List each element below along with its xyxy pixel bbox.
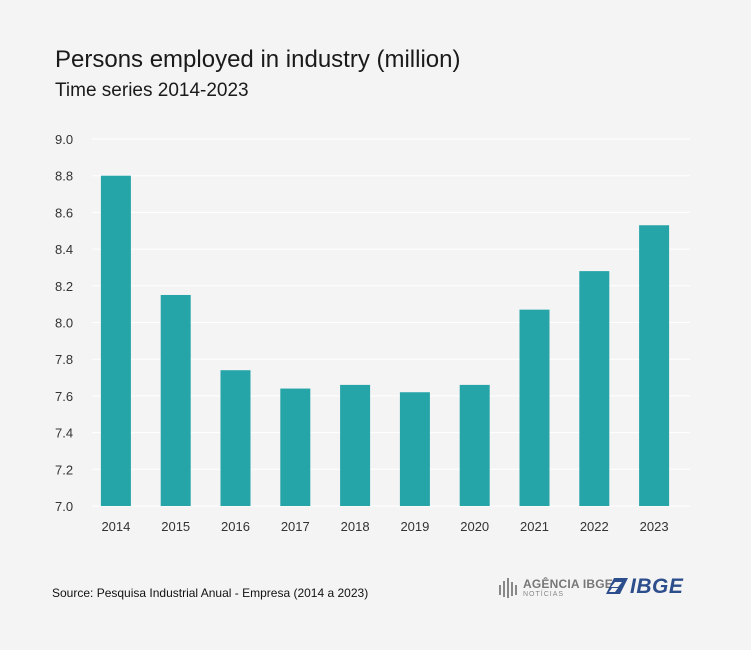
y-tick-label: 7.8 [55, 352, 73, 367]
bar-2020 [459, 384, 490, 506]
agencia-ibge-logo-text: AGÊNCIA IBGE [523, 577, 613, 591]
x-tick-label: 2021 [520, 519, 549, 534]
bar-2019 [399, 392, 430, 506]
x-tick-label: 2015 [161, 519, 190, 534]
source-note: Source: Pesquisa Industrial Anual - Empr… [52, 586, 369, 600]
x-tick-label: 2023 [640, 519, 669, 534]
x-tick-label: 2018 [341, 519, 370, 534]
y-tick-label: 7.2 [55, 462, 73, 477]
y-axis-ticks: 7.0 7.2 7.4 7.6 7.8 8.0 8.2 8.4 8.6 8.8 9.0 [55, 132, 73, 514]
ibge-logo-icon [606, 578, 628, 594]
y-tick-label: 8.6 [55, 205, 73, 220]
bar-chart: 7.07.27.47.67.88.08.28.48.68.89.0 2014 20… [55, 132, 690, 534]
bar-2023 [639, 225, 670, 506]
ibge-logo-text: IBGE [630, 575, 684, 598]
bar-2016 [220, 370, 251, 506]
y-tick-label: 7.6 [55, 389, 73, 404]
y-tick-label: 8.8 [55, 169, 73, 184]
agencia-ibge-logo-subtext: NOTÍCIAS [523, 591, 565, 598]
bar-2017 [280, 388, 311, 506]
agencia-ibge-logo-icon [499, 578, 517, 598]
bar-2021 [519, 309, 550, 506]
x-axis-ticks: 2014 2015 2016 2017 2018 2019 2020 2021 2022 2023 [101, 519, 668, 534]
bar-2022 [579, 271, 610, 506]
x-tick-label: 2019 [400, 519, 429, 534]
x-tick-label: 2022 [580, 519, 609, 534]
chart-subtitle: Time series 2014-2023 [55, 80, 249, 101]
x-tick-label: 2017 [281, 519, 310, 534]
y-tick-label: 8.2 [55, 279, 73, 294]
bar-2014 [100, 175, 131, 506]
bars [100, 175, 670, 506]
y-tick-label: 8.0 [55, 316, 73, 331]
x-tick-label: 2014 [101, 519, 130, 534]
bar-2018 [340, 384, 371, 506]
x-tick-label: 2020 [460, 519, 489, 534]
y-tick-label: 7.0 [55, 499, 73, 514]
chart-title: Persons employed in industry (million) [55, 46, 461, 73]
x-tick-label: 2016 [221, 519, 250, 534]
y-tick-label: 7.4 [55, 426, 73, 441]
y-tick-label: 8.4 [55, 242, 73, 257]
y-tick-label: 9.0 [55, 132, 73, 147]
bar-2015 [160, 294, 191, 506]
